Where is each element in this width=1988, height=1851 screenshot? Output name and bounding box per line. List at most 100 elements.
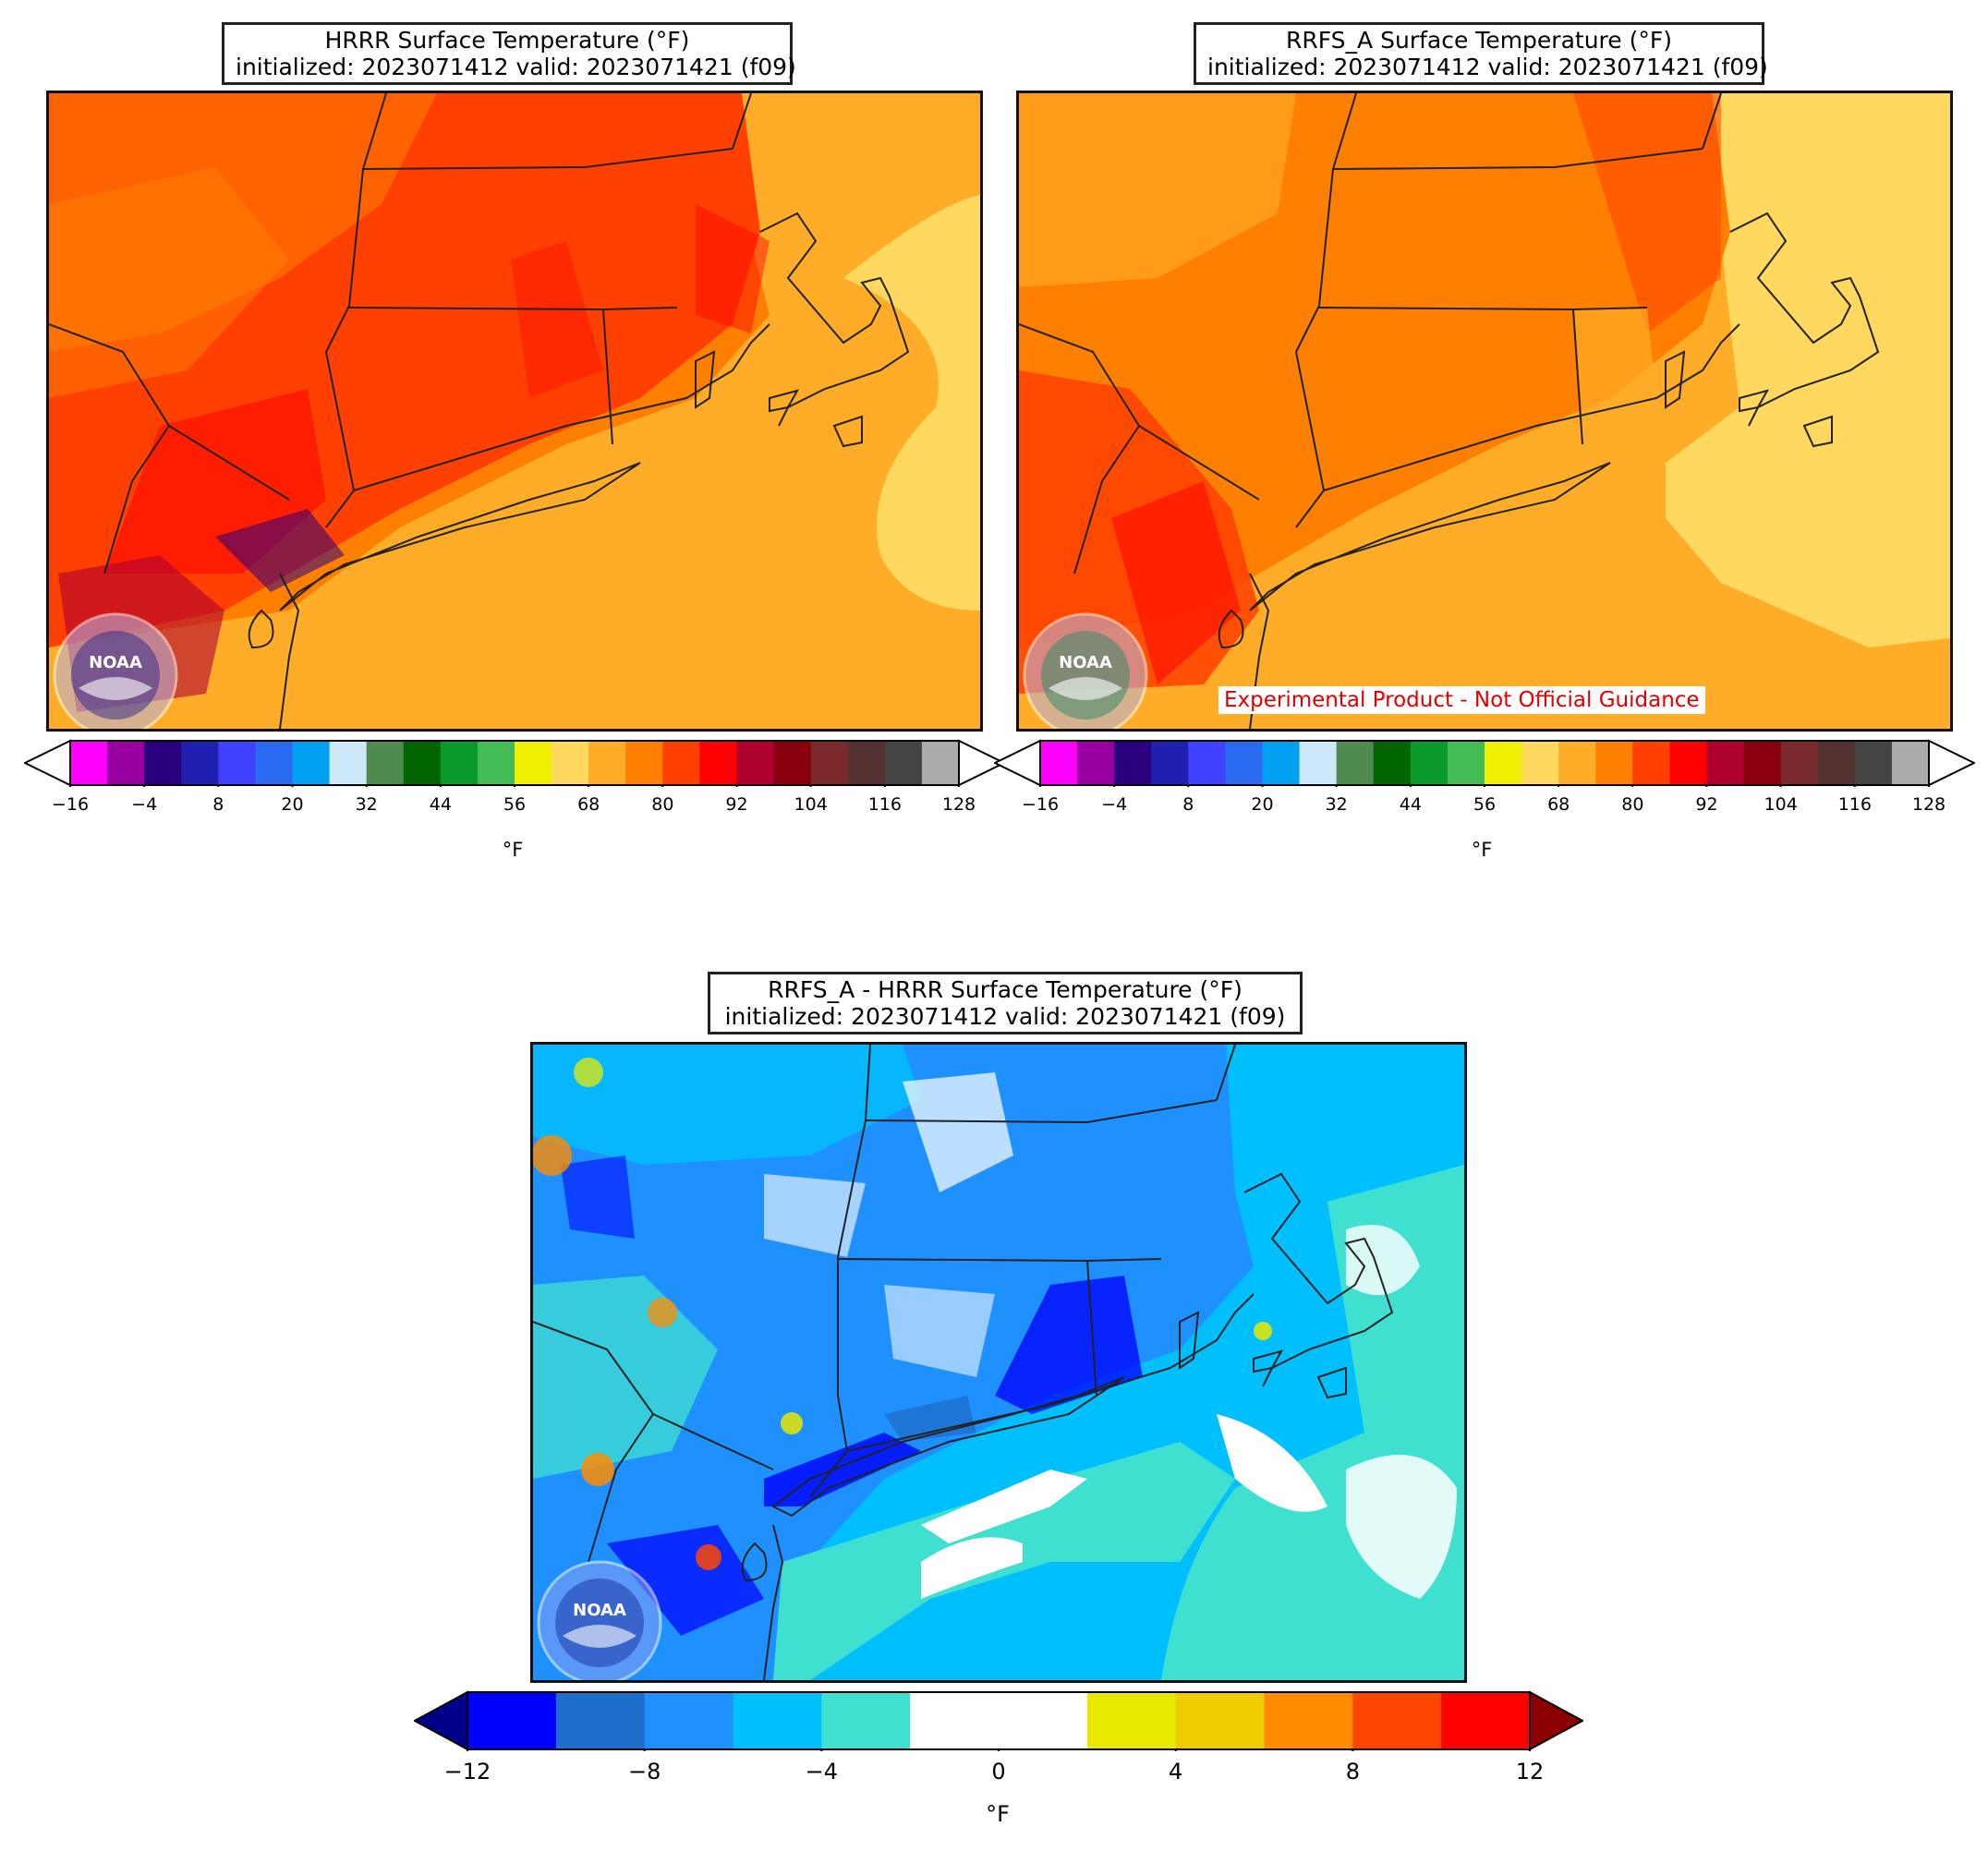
- colorbar-tick-label: 56: [1473, 794, 1497, 815]
- colorbar-swatch: [884, 741, 923, 785]
- colorbar-swatch: [847, 741, 886, 785]
- colorbar-swatch: [1891, 741, 1930, 785]
- noaa-emblem-icon: NOAA: [537, 1560, 662, 1680]
- colorbar-tick-label: 80: [651, 794, 674, 815]
- colorbar-tick-label: 4: [1169, 1759, 1183, 1784]
- colorbar-swatch: [1706, 741, 1745, 785]
- colorbar-swatch: [821, 1692, 911, 1749]
- colorbar-swatch: [1558, 741, 1596, 785]
- colorbar-over-extension: [1928, 739, 1975, 787]
- colorbar-swatch: [1854, 741, 1893, 785]
- colorbar-tick-label: −4: [805, 1759, 839, 1784]
- colorbar-swatch: [1595, 741, 1633, 785]
- colorbar-under-extension: [414, 1690, 468, 1751]
- diff-title-line2: initialized: 2023071412 valid: 202307142…: [724, 1003, 1286, 1030]
- diff-colorbar: [414, 1690, 1583, 1751]
- colorbar-swatch: [1188, 741, 1226, 785]
- colorbar-tick-label: 92: [725, 794, 748, 815]
- colorbar-tick-label: 32: [355, 794, 378, 815]
- diff-title: RRFS_A - HRRR Surface Temperature (°F) i…: [708, 972, 1303, 1034]
- colorbar-swatch: [1040, 741, 1078, 785]
- rrfs-colorbar-unit: °F: [1471, 839, 1493, 861]
- rrfs-map: NOAA Experimental Product - Not Official…: [1016, 91, 1953, 732]
- colorbar-swatch: [1086, 1692, 1177, 1749]
- colorbar-tick-label: 44: [1399, 794, 1422, 815]
- colorbar-swatch: [1817, 741, 1856, 785]
- hrrr-colorbar-unit: °F: [502, 839, 524, 861]
- colorbar-swatch: [555, 1692, 646, 1749]
- colorbar-swatch: [1264, 1692, 1353, 1749]
- colorbar-swatch: [1077, 741, 1115, 785]
- colorbar-tick-label: 128: [1911, 794, 1946, 815]
- colorbar-tick-label: 8: [1345, 1759, 1360, 1784]
- svg-text:NOAA: NOAA: [89, 653, 142, 672]
- colorbar-swatch: [625, 741, 663, 785]
- colorbar-swatch: [773, 741, 812, 785]
- svg-text:NOAA: NOAA: [1059, 653, 1112, 672]
- colorbar-swatch: [1373, 741, 1412, 785]
- colorbar-tick-label: 8: [212, 794, 224, 815]
- colorbar-tick-label: 32: [1325, 794, 1348, 815]
- colorbar-swatch: [662, 741, 700, 785]
- colorbar-tick-label: 56: [503, 794, 527, 815]
- colorbar-swatch: [515, 741, 552, 785]
- colorbar-swatch: [644, 1692, 733, 1749]
- rrfs-title: RRFS_A Surface Temperature (°F) initiali…: [1194, 22, 1768, 85]
- colorbar-tick-label: 20: [1251, 794, 1274, 815]
- colorbar-swatch: [810, 741, 849, 785]
- colorbar-swatch: [107, 741, 145, 785]
- colorbar-swatch: [1352, 1692, 1442, 1749]
- colorbar-swatch: [70, 741, 108, 785]
- colorbar-swatch: [1743, 741, 1782, 785]
- colorbar-swatch: [403, 741, 442, 785]
- colorbar-swatch: [144, 741, 182, 785]
- colorbar-swatch: [699, 741, 737, 785]
- colorbar-tick-label: −16: [51, 794, 90, 815]
- colorbar-tick-label: 68: [577, 794, 600, 815]
- colorbar-swatch: [1669, 741, 1707, 785]
- colorbar-swatch: [1225, 741, 1263, 785]
- colorbar-tick-label: 0: [991, 1759, 1006, 1784]
- rrfs-title-line1: RRFS_A Surface Temperature (°F): [1286, 27, 1672, 54]
- noaa-logo-diff: NOAA: [535, 1558, 664, 1680]
- colorbar-tick-label: −8: [627, 1759, 661, 1784]
- colorbar-tick-label: −12: [443, 1759, 491, 1784]
- colorbar-swatch: [255, 741, 293, 785]
- colorbar-swatch: [1114, 741, 1152, 785]
- colorbar-swatch: [467, 1692, 557, 1749]
- colorbar-swatch: [736, 741, 775, 785]
- colorbar-tick-label: 20: [281, 794, 304, 815]
- colorbar-swatch: [1151, 741, 1189, 785]
- colorbar-tick-label: 68: [1547, 794, 1570, 815]
- colorbar-swatch: [440, 741, 479, 785]
- colorbar-swatch: [1521, 741, 1559, 785]
- colorbar-swatch: [1441, 1692, 1531, 1749]
- colorbar-over-extension: [1529, 1690, 1583, 1751]
- colorbar-tick-label: 12: [1515, 1759, 1545, 1784]
- colorbar-swatch: [588, 741, 626, 785]
- colorbar-swatch: [1485, 741, 1522, 785]
- colorbar-under-extension: [994, 739, 1041, 787]
- colorbar-swatch: [292, 741, 331, 785]
- colorbar-tick-label: 80: [1621, 794, 1644, 815]
- colorbar-tick-label: 116: [867, 794, 902, 815]
- colorbar-tick-label: 128: [941, 794, 976, 815]
- colorbar-tick-label: 8: [1182, 794, 1194, 815]
- colorbar-under-extension: [24, 739, 71, 787]
- colorbar-tick-label: −16: [1021, 794, 1060, 815]
- colorbar-swatch: [329, 741, 368, 785]
- noaa-emblem-icon: NOAA: [1023, 612, 1148, 729]
- colorbar-tick-label: 92: [1695, 794, 1718, 815]
- hrrr-temperature-colorbar: [24, 739, 1005, 787]
- colorbar-swatch: [733, 1692, 822, 1749]
- colorbar-swatch: [552, 741, 589, 785]
- noaa-emblem-icon: NOAA: [53, 612, 178, 729]
- colorbar-swatch: [921, 741, 960, 785]
- noaa-logo-rrfs: NOAA: [1021, 611, 1150, 729]
- colorbar-swatch: [1780, 741, 1819, 785]
- colorbar-tick-label: −4: [131, 794, 158, 815]
- diff-map: NOAA: [530, 1042, 1467, 1683]
- colorbar-swatch: [366, 741, 405, 785]
- colorbar-swatch: [1410, 741, 1449, 785]
- colorbar-swatch: [999, 1692, 1088, 1749]
